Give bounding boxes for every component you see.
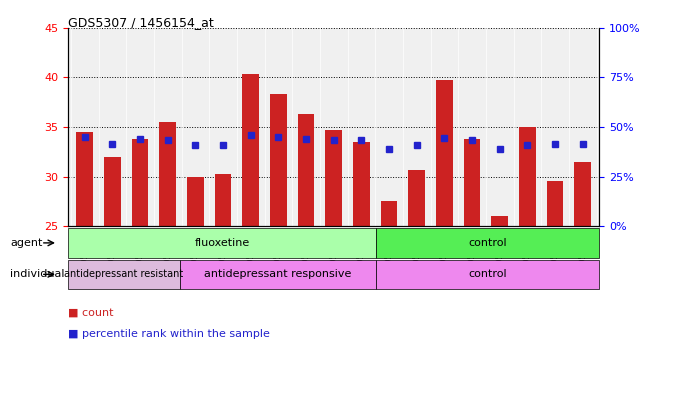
Bar [215,174,232,226]
Text: control: control [468,238,507,248]
Text: control: control [468,269,507,279]
Bar [574,162,591,226]
Bar [409,169,425,226]
Bar [298,114,315,226]
Bar [547,182,563,226]
Bar [104,157,121,226]
Text: ■ percentile rank within the sample: ■ percentile rank within the sample [68,329,270,339]
Text: ■ count: ■ count [68,308,114,318]
Bar [242,74,259,226]
Bar [159,122,176,226]
Bar [76,132,93,226]
Bar [436,80,453,226]
Bar [464,139,480,226]
Bar [353,142,370,226]
Bar [326,130,342,226]
Bar [270,94,287,226]
Bar [492,216,508,226]
Text: fluoxetine: fluoxetine [194,238,249,248]
Bar [519,127,536,226]
Bar [187,176,204,226]
Text: GDS5307 / 1456154_at: GDS5307 / 1456154_at [68,16,214,29]
Text: antidepressant responsive: antidepressant responsive [204,269,351,279]
Text: individual: individual [10,269,65,279]
Bar [131,139,148,226]
Text: antidepressant resistant: antidepressant resistant [65,269,184,279]
Bar [381,201,397,226]
Text: agent: agent [10,238,43,248]
